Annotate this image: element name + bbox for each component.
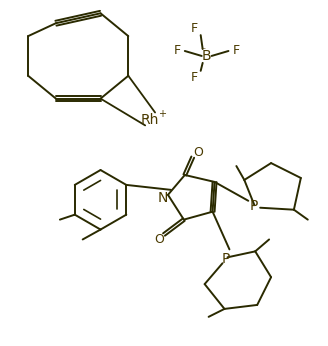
Text: ⁻: ⁻ [200, 46, 205, 56]
Text: Rh: Rh [141, 113, 159, 127]
Text: F: F [191, 71, 198, 84]
Text: P: P [250, 199, 258, 213]
Text: N: N [158, 191, 168, 205]
Text: F: F [233, 45, 240, 57]
Text: O: O [154, 233, 164, 246]
Text: +: + [158, 109, 166, 119]
Text: P: P [221, 252, 230, 266]
Text: B: B [202, 49, 212, 63]
Text: O: O [193, 146, 203, 159]
Text: F: F [173, 45, 180, 57]
Text: F: F [191, 22, 198, 35]
